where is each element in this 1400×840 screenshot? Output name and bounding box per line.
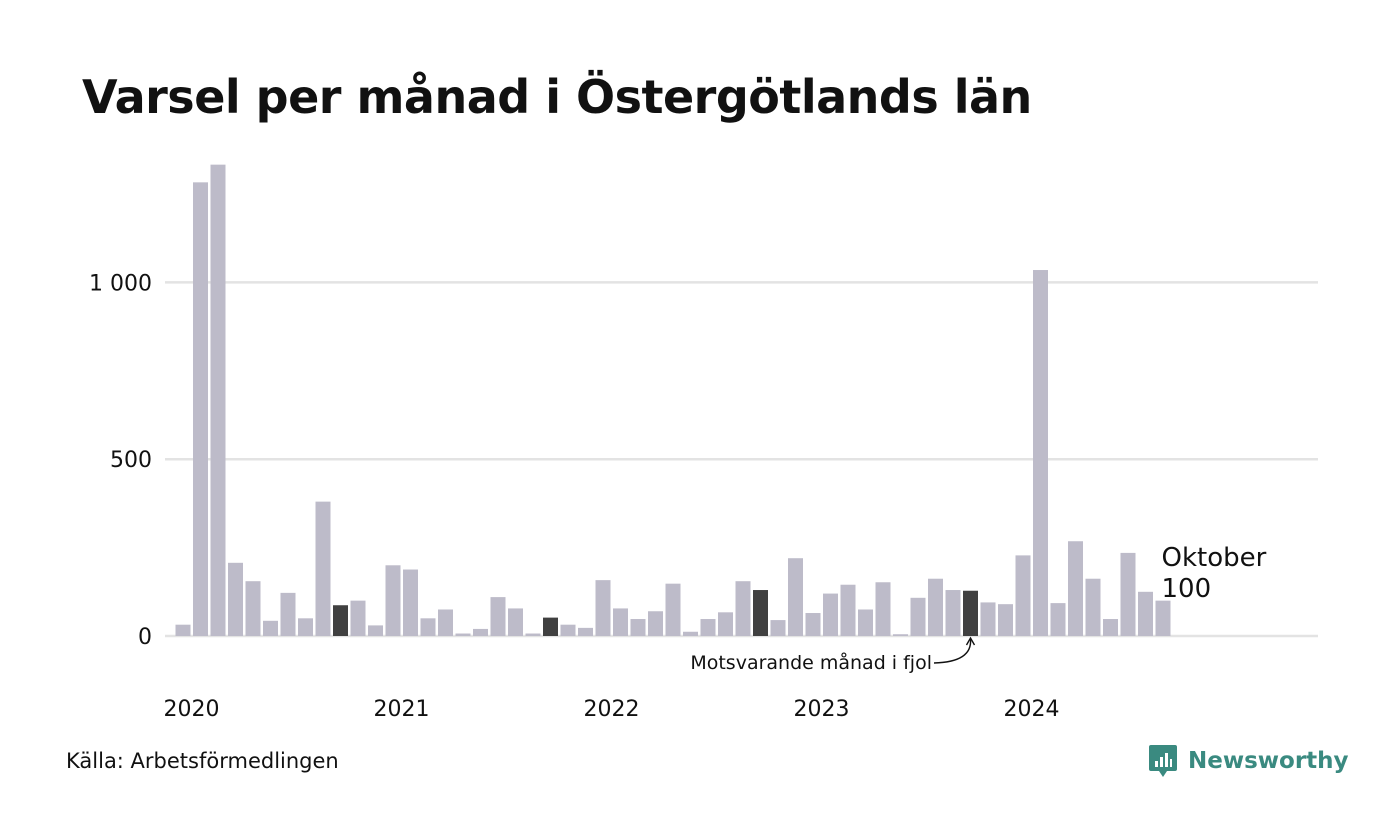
x-axis-labels: 2020 2021 2022 2023 2024 — [164, 697, 1060, 722]
bar-2022-11 — [770, 620, 786, 636]
x-tick-label: 2020 — [164, 697, 220, 722]
bar-2023-06 — [893, 634, 908, 636]
bar-2024-03 — [1050, 603, 1066, 636]
bar-2023-10 — [963, 590, 978, 636]
bar-2024-01 — [1015, 555, 1031, 636]
bars — [175, 164, 1171, 637]
bar-2023-11 — [980, 602, 996, 636]
bar-2021-07 — [490, 597, 506, 636]
bar-2021-10 — [543, 617, 558, 636]
x-tick-label: 2023 — [794, 697, 850, 722]
x-tick-label: 2024 — [1004, 697, 1060, 722]
brand[interactable]: Newsworthy — [1148, 744, 1349, 778]
bar-2022-09 — [735, 581, 751, 636]
bar-2022-04 — [648, 611, 663, 636]
bar-2020-01 — [175, 624, 191, 636]
bar-2022-05 — [665, 583, 681, 636]
bar-2021-06 — [473, 628, 488, 636]
bar-2024-04 — [1068, 541, 1083, 636]
newsworthy-logo-icon — [1149, 745, 1177, 777]
bar-2023-09 — [945, 590, 961, 636]
y-tick-label: 0 — [138, 625, 152, 650]
bar-2021-03 — [420, 618, 436, 636]
chart-title: Varsel per månad i Östergötlands län — [82, 70, 1032, 124]
x-tick-label: 2022 — [584, 697, 640, 722]
bar-2020-02 — [193, 182, 208, 636]
bar-2020-11 — [350, 600, 366, 636]
bar-2023-08 — [928, 578, 943, 636]
bar-2021-01 — [385, 565, 401, 636]
bar-2024-05 — [1085, 578, 1101, 636]
bar-2022-10 — [753, 590, 768, 636]
bar-2021-08 — [508, 608, 523, 636]
bar-2024-09 — [1155, 600, 1171, 636]
bar-2020-08 — [298, 618, 313, 636]
bar-2024-06 — [1103, 619, 1118, 636]
current-month-value: 100 — [1162, 574, 1212, 604]
bar-2023-03 — [840, 584, 856, 636]
y-axis-labels: 0 500 1 000 — [89, 271, 152, 650]
y-tick-label: 500 — [110, 448, 152, 473]
bar-2024-08 — [1138, 591, 1153, 636]
current-month-label: Oktober — [1162, 543, 1267, 573]
bar-2023-04 — [858, 609, 873, 636]
bar-2023-02 — [823, 593, 838, 636]
bar-2024-02 — [1033, 270, 1048, 636]
bar-2020-06 — [263, 620, 278, 636]
bar-chart: 0 500 1 000 2020 2021 2022 2023 2024 Oktober10… — [89, 164, 1318, 722]
bar-2022-07 — [700, 619, 716, 636]
bar-2021-12 — [578, 627, 593, 636]
y-tick-label: 1 000 — [89, 271, 152, 296]
previous-year-note: Motsvarande månad i fjol — [690, 651, 932, 674]
bar-2021-04 — [438, 609, 453, 636]
bar-2021-05 — [455, 633, 471, 636]
bar-2022-08 — [718, 612, 733, 636]
bar-2021-11 — [560, 624, 576, 636]
bar-2020-03 — [210, 164, 226, 637]
x-tick-label: 2021 — [374, 697, 430, 722]
bar-2022-02 — [613, 608, 628, 636]
bar-2023-12 — [998, 604, 1013, 636]
bar-2020-12 — [368, 625, 383, 636]
bar-2024-07 — [1120, 552, 1136, 636]
bar-2023-01 — [805, 613, 821, 636]
note-arrow — [933, 638, 972, 664]
bar-2023-07 — [910, 597, 926, 636]
source-note: Källa: Arbetsförmedlingen — [66, 749, 339, 773]
bar-2022-12 — [788, 558, 803, 636]
bar-2020-04 — [228, 562, 243, 636]
bar-2022-06 — [683, 631, 698, 636]
bar-2020-07 — [280, 592, 296, 636]
note-arrowhead — [965, 636, 976, 646]
bar-2021-02 — [403, 569, 418, 636]
brand-name: Newsworthy — [1188, 748, 1349, 774]
bar-2022-03 — [630, 619, 646, 636]
bar-2023-05 — [875, 582, 891, 636]
bar-2021-09 — [525, 633, 541, 636]
bar-2020-09 — [315, 501, 331, 636]
bar-2020-05 — [245, 581, 261, 636]
bar-2020-10 — [333, 605, 348, 636]
bar-2022-01 — [595, 580, 611, 636]
